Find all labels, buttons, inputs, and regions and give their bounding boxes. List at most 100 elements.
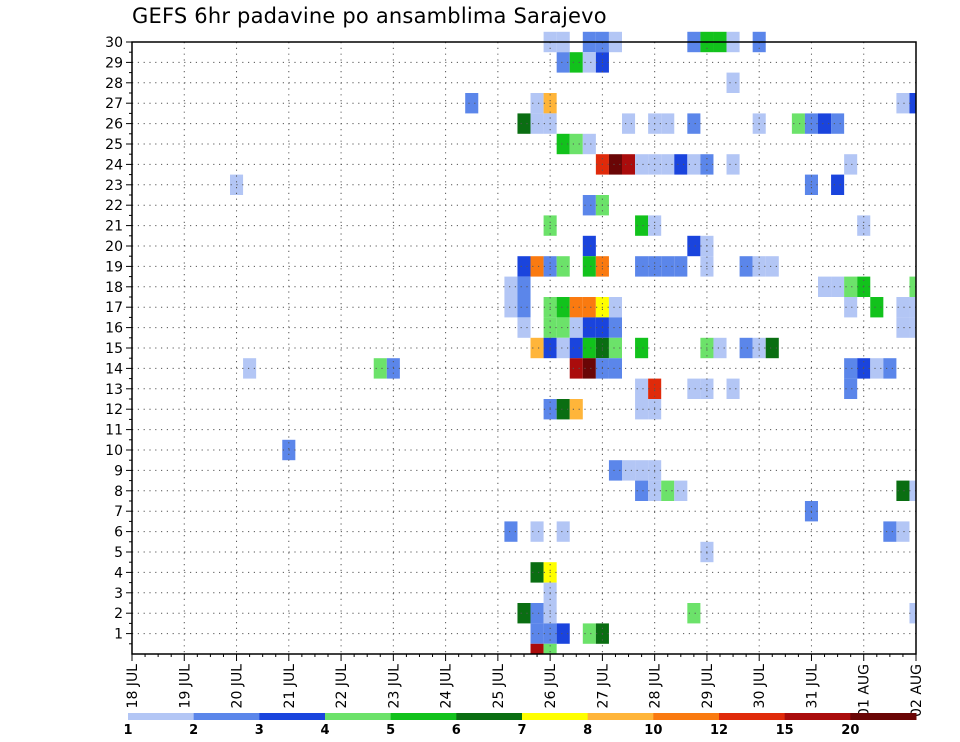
y-tick-label: 20 [105, 239, 123, 255]
colorbar-segment [390, 713, 457, 720]
cell-member-27-01-aug-18z [896, 93, 910, 114]
cell-member-2-02-aug-00z [909, 603, 916, 624]
cell-member-14-22-jul-18z [373, 358, 387, 379]
y-tick-label: 2 [114, 606, 123, 622]
y-tick-label: 8 [114, 484, 123, 500]
cell-member-24-29-jul-12z [726, 154, 740, 175]
cell-member-0-25-jul-18z [530, 643, 544, 654]
cell-member-15-26-jul-18z [582, 337, 596, 359]
cell-member-19-30-jul-06z [765, 256, 779, 277]
x-tick-label: 20 JUL [230, 664, 246, 709]
cell-member-2-25-jul-12z [517, 603, 531, 624]
colorbar: 1 2 3 4 5 6 7 8 10 12 15 20 [123, 713, 917, 738]
colorbar-segment [522, 713, 589, 720]
cell-member-24-28-jul-12z [674, 154, 688, 175]
colorbar-label: 2 [189, 723, 198, 738]
cell-member-16-26-jul-06z [556, 317, 570, 338]
y-tick-label: 11 [105, 423, 123, 439]
y-tick-label: 28 [105, 76, 123, 92]
y-tick-label: 30 [105, 35, 123, 51]
cell-member-26-27-jul-12z [622, 113, 636, 134]
colorbar-segment [719, 713, 786, 720]
cell-member-13-29-jul-12z [726, 378, 740, 399]
cell-member-6-01-aug-18z [896, 521, 910, 542]
y-tick-label: 29 [105, 55, 123, 71]
cell-member-24-27-jul-18z [635, 154, 649, 175]
y-tick-label: 3 [114, 586, 123, 602]
colorbar-segment [587, 713, 654, 720]
cell-member-17-01-aug-18z [896, 297, 910, 318]
y-tick-label: 15 [105, 341, 123, 357]
y-tick-label: 13 [105, 382, 123, 398]
colorbar-segment [325, 713, 392, 720]
cell-member-0-26-jul-00z [543, 643, 557, 654]
colorbar-label: 15 [776, 723, 794, 738]
cell-member-14-26-jul-18z [582, 358, 596, 379]
cell-member-19-28-jul-12z [674, 256, 688, 277]
x-tick-label: 01 AUG [857, 664, 873, 717]
cell-member-2-28-jul-18z [687, 603, 701, 624]
cell-member-17-26-jul-18z [582, 297, 596, 318]
cell-member-18-31-jul-12z [831, 276, 845, 297]
chart-title: GEFS 6hr padavine po ansamblima Sarajevo [132, 4, 607, 28]
y-tick-label: 1 [114, 627, 123, 643]
x-tick-label: 02 AUG [909, 664, 925, 717]
cell-member-26-31-jul-06z [818, 113, 832, 134]
cell-member-1-25-jul-18z [530, 623, 544, 644]
x-tick-label: 26 JUL [543, 664, 559, 709]
colorbar-segment [128, 713, 195, 720]
cell-member-29-26-jul-18z [582, 52, 596, 73]
cell-member-14-20-jul-06z [243, 358, 257, 379]
cell-member-19-25-jul-18z [530, 256, 544, 277]
y-tick-label: 6 [114, 525, 123, 541]
y-axis: 1234567891011121314151617181920212223242… [105, 35, 132, 645]
cell-member-8-02-aug-00z [909, 480, 916, 501]
x-tick-label: 24 JUL [439, 664, 455, 709]
cell-member-16-26-jul-12z [569, 317, 583, 338]
cell-member-27-02-aug-00z [909, 93, 916, 114]
x-tick-label: 19 JUL [177, 664, 193, 709]
cell-member-25-26-jul-18z [582, 133, 596, 155]
cell-member-17-26-jul-12z [569, 297, 583, 318]
colorbar-label: 7 [517, 723, 526, 738]
cell-member-24-28-jul-06z [661, 154, 675, 175]
cell-member-16-25-jul-12z [517, 317, 531, 338]
colorbar-label: 8 [583, 723, 592, 738]
cell-member-19-26-jul-06z [556, 256, 570, 277]
cell-member-15-26-jul-12z [569, 337, 583, 359]
cell-member-15-27-jul-06z [608, 337, 622, 359]
x-tick-label: 25 JUL [491, 664, 507, 709]
colorbar-label: 1 [123, 723, 132, 738]
cell-member-14-26-jul-12z [569, 358, 583, 379]
cell-member-24-27-jul-06z [608, 154, 622, 175]
cell-member-20-26-jul-18z [582, 235, 596, 257]
cell-member-8-28-jul-06z [661, 480, 675, 501]
cell-member-9-27-jul-18z [635, 460, 649, 481]
cell-member-18-25-jul-06z [504, 276, 518, 297]
x-tick-label: 28 JUL [648, 664, 664, 709]
x-tick-label: 21 JUL [282, 664, 298, 709]
cell-member-17-25-jul-12z [517, 297, 531, 318]
cell-member-18-31-jul-18z [844, 276, 858, 297]
cell-member-17-27-jul-06z [608, 297, 622, 318]
x-tick-label: 23 JUL [386, 664, 402, 709]
colorbar-label: 20 [841, 723, 859, 738]
cell-member-27-25-jul-18z [530, 93, 544, 114]
cell-member-21-27-jul-18z [635, 215, 649, 236]
cell-member-17-01-aug-06z [870, 297, 884, 318]
cell-member-15-29-jul-06z [713, 337, 727, 359]
cell-member-19-28-jul-06z [661, 256, 675, 277]
cell-member-28-29-jul-12z [726, 72, 740, 93]
cell-member-29-26-jul-06z [556, 52, 570, 73]
cell-member-19-29-jul-18z [739, 256, 753, 277]
cell-member-8-28-jul-12z [674, 480, 688, 501]
y-tick-label: 27 [105, 96, 123, 112]
y-tick-label: 7 [114, 504, 123, 520]
cell-member-17-25-jul-06z [504, 297, 518, 318]
y-tick-label: 18 [105, 280, 123, 296]
cell-member-9-27-jul-12z [622, 460, 636, 481]
cell-member-15-25-jul-18z [530, 337, 544, 359]
cell-member-14-01-aug-06z [870, 358, 884, 379]
cell-member-17-31-jul-18z [844, 297, 858, 318]
